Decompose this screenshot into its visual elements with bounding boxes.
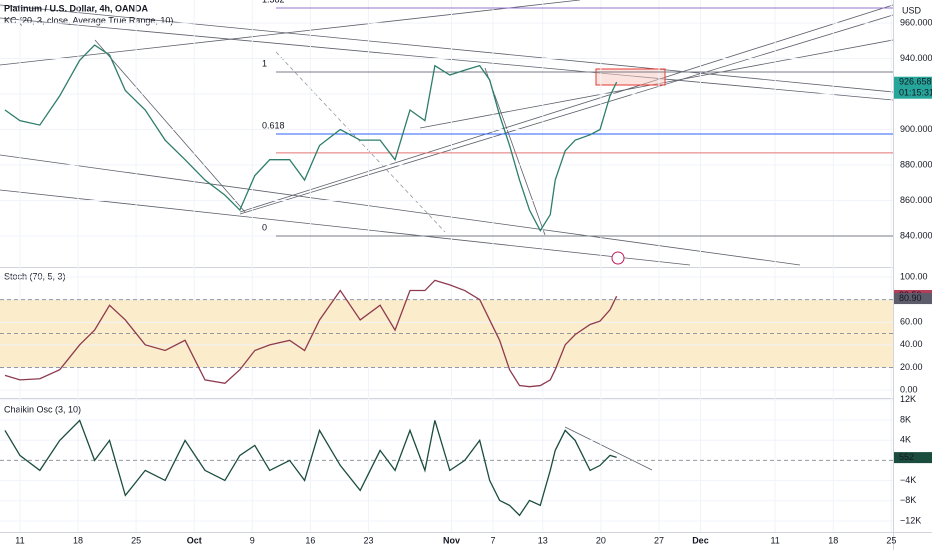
price-tag-label: 926.658 bbox=[899, 77, 932, 87]
series-line bbox=[4, 44, 618, 232]
trendline bbox=[239, 14, 894, 215]
y-tick-label: 840.000 bbox=[900, 230, 932, 240]
x-tick-label: Dec bbox=[692, 535, 709, 545]
y-tick-label: 860.000 bbox=[900, 195, 932, 205]
price-tag-label: 80.90 bbox=[899, 293, 922, 303]
y-tick-label: 40.00 bbox=[900, 339, 923, 349]
x-tick-label: 16 bbox=[305, 535, 315, 545]
indicator-title: Stoch (70, 5, 3) bbox=[4, 271, 66, 281]
x-tick-label: 25 bbox=[886, 535, 896, 545]
price-tag bbox=[894, 293, 932, 305]
y-tick-label: 20.00 bbox=[900, 362, 923, 372]
indicator-title: KC (20, 3, close, Average True Range, 10… bbox=[4, 15, 173, 25]
x-tick-label: 25 bbox=[131, 535, 141, 545]
price-tag-sublabel: 01:15:31 bbox=[899, 88, 932, 98]
x-tick-label: Nov bbox=[443, 535, 460, 545]
x-tick-label: 23 bbox=[363, 535, 373, 545]
highlight-box bbox=[595, 68, 666, 86]
y-tick-label: −4K bbox=[900, 475, 916, 485]
y-tick-label: 960.000 bbox=[900, 17, 932, 27]
currency: USD bbox=[902, 5, 922, 15]
trendline bbox=[0, 189, 691, 266]
trendline bbox=[0, 154, 801, 266]
symbol-title: Platinum / U.S. Dollar, 4h, OANDA bbox=[4, 3, 149, 13]
y-tick-label: 8K bbox=[900, 414, 911, 424]
y-tick-label: 940.000 bbox=[900, 53, 932, 63]
price-tag bbox=[894, 76, 932, 99]
series-line bbox=[4, 279, 618, 388]
fib-label: 0 bbox=[262, 222, 267, 232]
fib-label: 1 bbox=[262, 58, 267, 68]
y-tick-label: 60.00 bbox=[900, 317, 923, 327]
fib-leg bbox=[275, 51, 446, 233]
indicator-title: Chaikin Osc (3, 10) bbox=[4, 404, 81, 414]
y-tick-label: 900.000 bbox=[900, 124, 932, 134]
x-tick-label: Oct bbox=[187, 535, 202, 545]
price-tag bbox=[894, 452, 932, 464]
fib-label: 0.618 bbox=[262, 120, 285, 130]
trendline bbox=[484, 67, 546, 236]
y-tick-label: −8K bbox=[900, 495, 916, 505]
trendline bbox=[0, 4, 894, 93]
price-tag-label: 552 bbox=[899, 452, 914, 462]
x-tick-label: 9 bbox=[250, 535, 255, 545]
y-tick-label: 4K bbox=[900, 435, 911, 445]
y-tick-label: 12K bbox=[900, 394, 916, 404]
x-tick-label: 18 bbox=[73, 535, 83, 545]
y-tick-label: 0.00 bbox=[900, 384, 918, 394]
x-tick-label: 11 bbox=[770, 535, 779, 545]
event-icon[interactable] bbox=[611, 251, 625, 265]
x-tick-label: 13 bbox=[538, 535, 548, 545]
trendline bbox=[0, 0, 581, 66]
trendline bbox=[564, 426, 653, 471]
y-tick-label: 100.00 bbox=[900, 271, 928, 281]
y-tick-label: 880.000 bbox=[900, 159, 932, 169]
y-tick-label: −12K bbox=[900, 515, 921, 525]
x-tick-label: 18 bbox=[828, 535, 838, 545]
series-line bbox=[4, 419, 617, 517]
fib-label: 1.382 bbox=[262, 0, 285, 4]
x-tick-label: 20 bbox=[596, 535, 606, 545]
x-tick-label: 11 bbox=[15, 535, 24, 545]
x-tick-label: 7 bbox=[490, 535, 495, 545]
trendline bbox=[239, 4, 894, 213]
x-tick-label: 27 bbox=[654, 535, 664, 545]
trendline bbox=[94, 39, 246, 213]
